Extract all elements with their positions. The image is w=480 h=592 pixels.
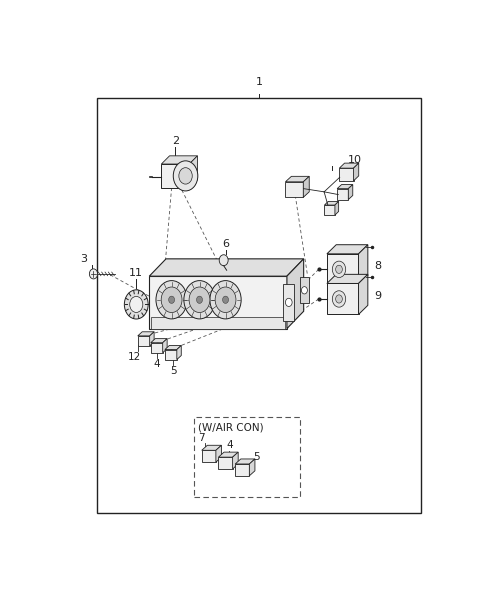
Text: 4: 4 xyxy=(226,440,233,451)
Polygon shape xyxy=(324,201,338,205)
Polygon shape xyxy=(235,464,249,476)
Circle shape xyxy=(336,265,342,274)
Polygon shape xyxy=(339,168,353,181)
Polygon shape xyxy=(151,339,167,343)
Polygon shape xyxy=(165,349,177,359)
Polygon shape xyxy=(337,185,353,189)
Polygon shape xyxy=(327,254,359,285)
Polygon shape xyxy=(161,156,197,164)
Polygon shape xyxy=(327,274,368,284)
Polygon shape xyxy=(324,205,335,215)
Polygon shape xyxy=(348,185,353,200)
Text: 6: 6 xyxy=(222,239,229,249)
Circle shape xyxy=(336,295,342,303)
Text: 11: 11 xyxy=(129,268,143,278)
Polygon shape xyxy=(287,259,304,329)
Text: 10: 10 xyxy=(348,155,362,165)
Polygon shape xyxy=(163,339,167,353)
Circle shape xyxy=(124,290,148,319)
Text: 9: 9 xyxy=(374,291,382,301)
Polygon shape xyxy=(303,176,309,197)
Polygon shape xyxy=(189,156,197,188)
Polygon shape xyxy=(353,163,359,181)
Bar xyxy=(151,317,285,329)
Text: 4: 4 xyxy=(154,359,160,369)
Polygon shape xyxy=(202,451,216,462)
Bar xyxy=(283,284,294,321)
Polygon shape xyxy=(327,284,359,314)
Circle shape xyxy=(223,296,228,304)
Polygon shape xyxy=(161,164,189,188)
Circle shape xyxy=(332,261,346,278)
Circle shape xyxy=(219,255,228,266)
Circle shape xyxy=(210,281,241,319)
Text: 2: 2 xyxy=(172,136,179,146)
Text: 1: 1 xyxy=(255,77,263,87)
Polygon shape xyxy=(177,346,181,359)
Polygon shape xyxy=(359,244,368,285)
Polygon shape xyxy=(165,346,181,349)
Polygon shape xyxy=(161,179,197,188)
Circle shape xyxy=(301,287,307,294)
Circle shape xyxy=(189,287,210,313)
Circle shape xyxy=(179,168,192,184)
Polygon shape xyxy=(151,343,163,353)
Text: 7: 7 xyxy=(198,433,204,443)
Text: 5: 5 xyxy=(170,366,177,376)
Polygon shape xyxy=(149,276,287,329)
Circle shape xyxy=(161,287,182,313)
Text: 8: 8 xyxy=(374,261,382,271)
Polygon shape xyxy=(327,244,368,254)
Polygon shape xyxy=(233,452,238,469)
Polygon shape xyxy=(337,189,348,200)
Circle shape xyxy=(184,281,215,319)
Text: 3: 3 xyxy=(81,254,88,264)
Polygon shape xyxy=(138,336,150,346)
Polygon shape xyxy=(150,332,154,346)
Polygon shape xyxy=(249,459,255,476)
Polygon shape xyxy=(335,201,338,215)
Polygon shape xyxy=(149,259,304,276)
Text: (W/AIR CON): (W/AIR CON) xyxy=(198,423,264,433)
Polygon shape xyxy=(339,163,359,168)
Polygon shape xyxy=(218,457,233,469)
Circle shape xyxy=(156,281,187,319)
Circle shape xyxy=(168,296,175,304)
Bar xyxy=(97,98,421,513)
Text: 12: 12 xyxy=(128,352,141,362)
Polygon shape xyxy=(138,332,154,336)
Text: 5: 5 xyxy=(252,452,259,462)
Circle shape xyxy=(286,298,292,307)
Polygon shape xyxy=(286,182,303,197)
Polygon shape xyxy=(202,445,221,451)
Polygon shape xyxy=(235,459,255,464)
Circle shape xyxy=(130,297,143,313)
Circle shape xyxy=(196,296,203,304)
Bar xyxy=(300,277,309,304)
Polygon shape xyxy=(359,274,368,314)
Polygon shape xyxy=(216,445,221,462)
Polygon shape xyxy=(286,176,309,182)
Circle shape xyxy=(332,291,346,307)
Circle shape xyxy=(173,161,198,191)
Circle shape xyxy=(89,269,97,279)
Polygon shape xyxy=(218,452,238,457)
Circle shape xyxy=(215,287,236,313)
Bar xyxy=(194,417,300,497)
